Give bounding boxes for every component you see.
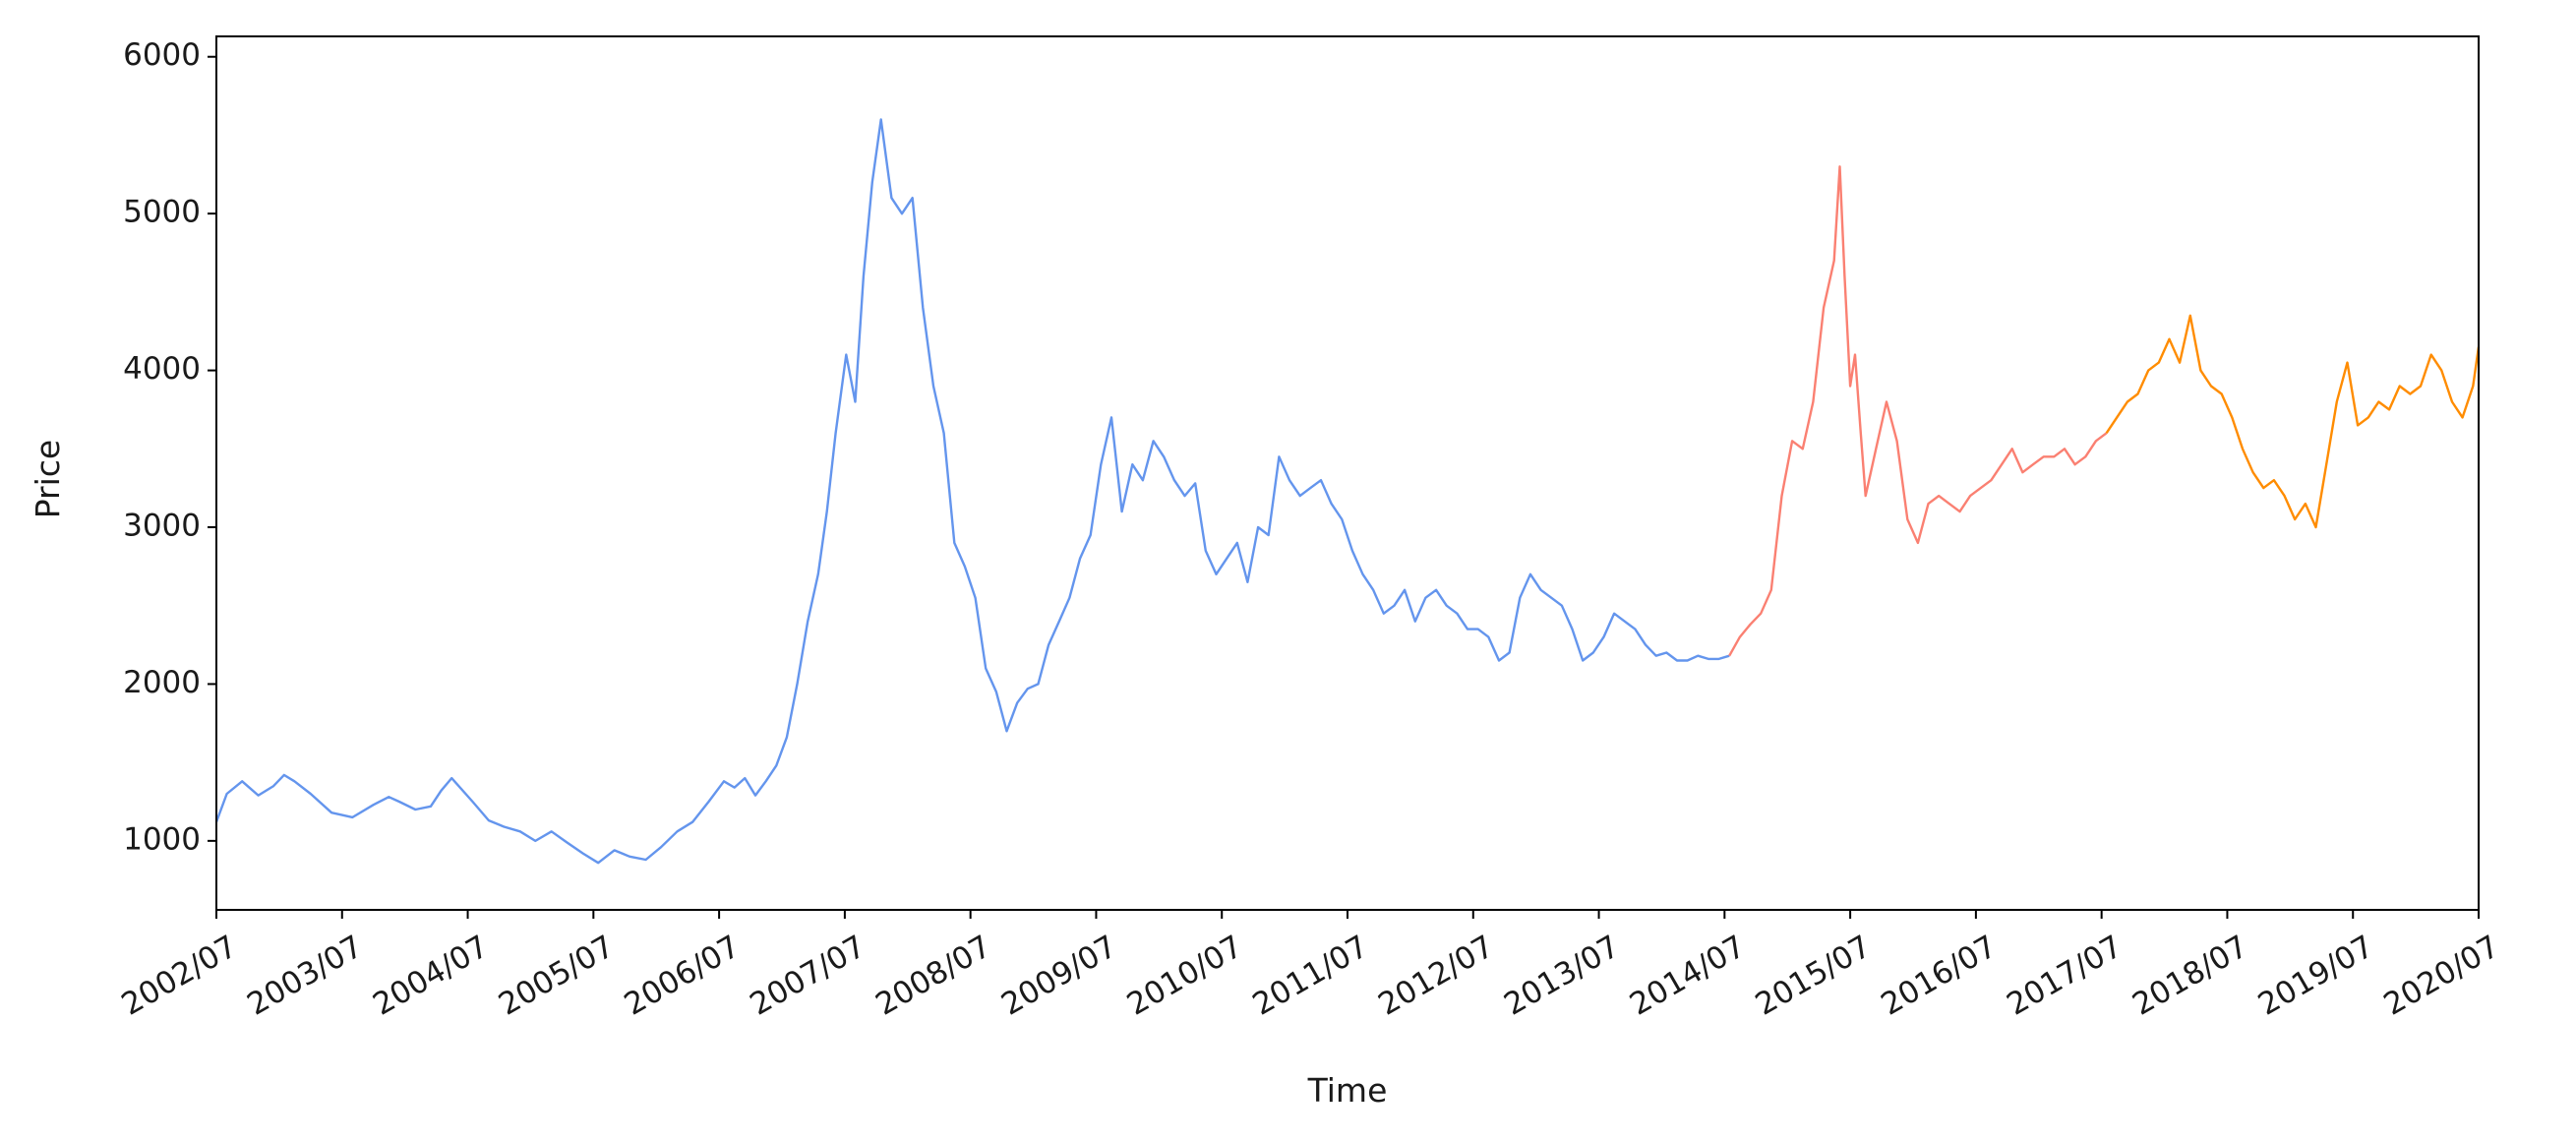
y-tick-label: 4000 bbox=[123, 351, 201, 387]
y-axis-label: Price bbox=[29, 440, 67, 519]
plot-frame bbox=[215, 35, 2480, 911]
x-tick-label: 2007/07 bbox=[745, 929, 872, 1023]
x-tick-label: 2004/07 bbox=[367, 929, 495, 1023]
x-tick-label: 2006/07 bbox=[619, 929, 747, 1023]
y-tick-label: 3000 bbox=[123, 509, 201, 544]
x-tick-label: 2002/07 bbox=[116, 929, 244, 1023]
y-axis: 1000 2000 3000 4000 5000 6000 bbox=[123, 37, 216, 857]
x-tick-label: 2014/07 bbox=[1624, 929, 1752, 1023]
x-tick-label: 2012/07 bbox=[1372, 929, 1500, 1023]
x-tick-label: 2015/07 bbox=[1750, 929, 1878, 1023]
x-tick-label: 2017/07 bbox=[2001, 929, 2128, 1023]
x-tick-label: 2008/07 bbox=[869, 929, 997, 1023]
y-tick-label: 6000 bbox=[123, 37, 201, 73]
x-axis: 2002/072003/072004/072005/072006/072007/… bbox=[116, 910, 2506, 1023]
y-tick-label: 1000 bbox=[123, 821, 201, 857]
series-lines bbox=[214, 118, 2481, 865]
x-tick-label: 2019/07 bbox=[2252, 929, 2380, 1023]
y-tick-label: 2000 bbox=[123, 665, 201, 700]
x-tick-label: 2018/07 bbox=[2127, 929, 2254, 1023]
x-tick-label: 2010/07 bbox=[1121, 929, 1249, 1023]
x-tick-label: 2016/07 bbox=[1876, 929, 2004, 1023]
series-line-3 bbox=[2105, 314, 2481, 529]
x-tick-label: 2003/07 bbox=[241, 929, 369, 1023]
x-tick-label: 2009/07 bbox=[995, 929, 1123, 1023]
x-axis-label: Time bbox=[1307, 1071, 1388, 1110]
x-tick-label: 2020/07 bbox=[2378, 929, 2506, 1023]
series-line-2 bbox=[1728, 165, 2108, 657]
x-tick-label: 2011/07 bbox=[1247, 929, 1375, 1023]
x-tick-label: 2013/07 bbox=[1498, 929, 1626, 1023]
y-tick-label: 5000 bbox=[123, 195, 201, 230]
series-line-1 bbox=[214, 118, 1730, 865]
x-tick-label: 2005/07 bbox=[493, 929, 621, 1023]
